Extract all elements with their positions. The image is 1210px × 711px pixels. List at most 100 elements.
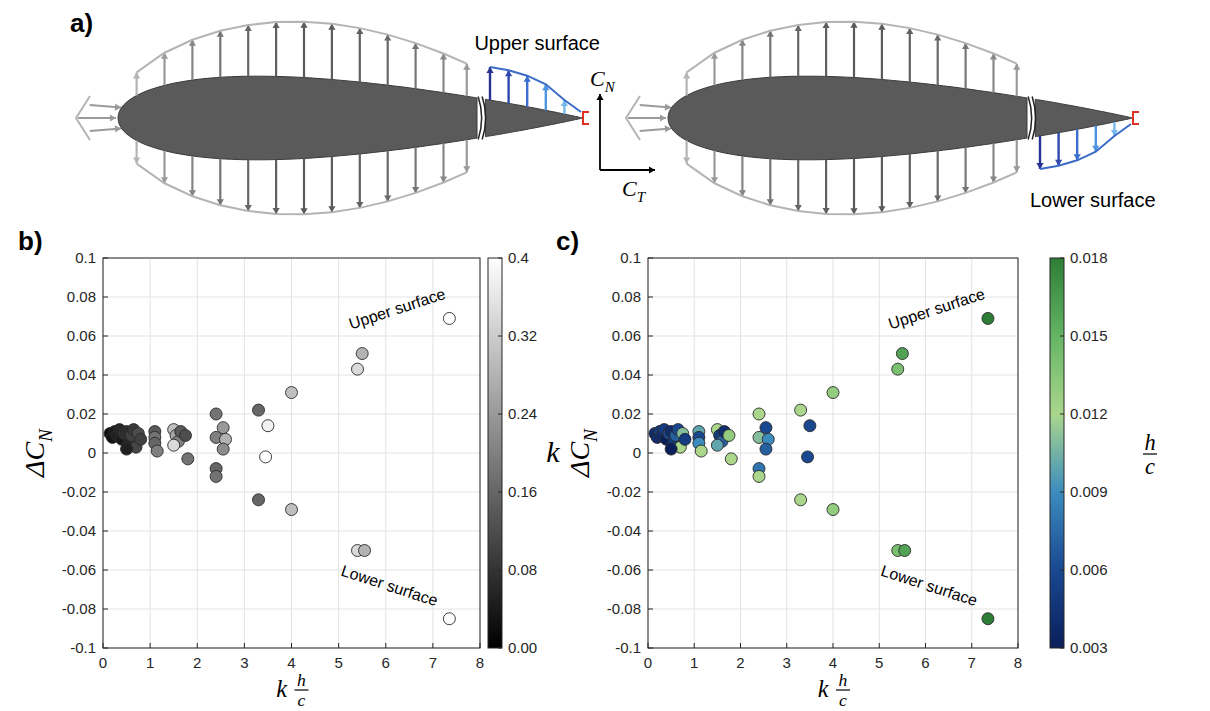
arrow-shaft — [359, 28, 361, 82]
arrow — [245, 25, 252, 76]
arrow — [1036, 136, 1043, 169]
label-text: ΔCN — [19, 428, 56, 478]
arrow-head — [665, 104, 671, 111]
arrow — [356, 28, 363, 82]
arrow — [133, 141, 140, 164]
colorbar-tick-label: 0.00 — [508, 639, 537, 656]
label-factor: k — [818, 675, 830, 702]
point — [151, 445, 163, 457]
label-text: ΔCN — [564, 428, 601, 478]
annotation: Upper surface — [347, 285, 448, 332]
tick-label: -0.02 — [607, 483, 641, 500]
arrow — [90, 104, 121, 111]
arrow — [440, 54, 447, 93]
colorbar — [1050, 258, 1064, 648]
label-numerator: h — [1144, 430, 1155, 455]
arrow — [767, 31, 774, 78]
hinge-line — [478, 97, 482, 140]
arrow-head — [133, 72, 140, 78]
arrow-shaft — [797, 160, 799, 211]
grid-line — [648, 336, 1018, 337]
tick-label: -0.08 — [607, 600, 641, 617]
tick-label: 0.06 — [67, 327, 96, 344]
arrow-head — [660, 114, 666, 121]
arrow — [384, 151, 391, 202]
arrow — [273, 22, 280, 76]
arrow — [273, 160, 280, 214]
colorbar-tick-label: 0.24 — [508, 405, 537, 422]
flap-envelope — [490, 67, 581, 112]
arrow — [596, 94, 603, 170]
colorbar-tick-label: 0.08 — [508, 561, 537, 578]
arrow — [640, 104, 671, 111]
tick-label: 0 — [644, 654, 652, 671]
tick-mark — [103, 570, 108, 571]
point — [827, 504, 839, 516]
tick-mark — [103, 414, 108, 415]
arrow — [990, 54, 997, 93]
arrow — [934, 35, 941, 86]
arrow — [711, 53, 718, 86]
tick-mark — [291, 643, 292, 648]
arrow-shaft — [275, 160, 277, 214]
tick-label: 8 — [476, 654, 484, 671]
tick-mark — [786, 643, 787, 648]
arrow — [356, 154, 363, 208]
arrow-shaft — [964, 43, 966, 89]
colorbar-tick — [1060, 570, 1064, 571]
arrow — [412, 147, 419, 193]
arrow-head — [649, 166, 655, 173]
tick-mark — [833, 643, 834, 648]
tick-label: -0.1 — [70, 639, 96, 656]
arrow — [505, 70, 512, 103]
tick-label: 0.1 — [75, 249, 96, 266]
arrow — [300, 158, 307, 214]
arrow-shaft — [387, 151, 389, 202]
tick-mark — [103, 297, 108, 298]
point — [723, 429, 735, 441]
colorbar-tick-label: 0.4 — [508, 249, 529, 266]
plot-frame — [103, 258, 480, 648]
tick-label: -0.02 — [62, 483, 96, 500]
arrow — [739, 156, 746, 196]
tick-label: 5 — [875, 654, 883, 671]
tick-mark — [648, 297, 653, 298]
arrow — [133, 72, 140, 95]
label-text: CT — [622, 176, 647, 205]
arrow-shaft — [881, 157, 883, 213]
arrow-shaft — [191, 40, 193, 80]
colorbar-tick — [498, 648, 502, 649]
colorbar-tick-label: 0.009 — [1070, 483, 1108, 500]
arrow — [1013, 64, 1020, 97]
tick-label: 7 — [429, 654, 437, 671]
arrow-shaft — [741, 156, 743, 196]
plot-frame — [648, 258, 1018, 648]
point — [753, 408, 765, 420]
arrow — [850, 158, 857, 214]
arrow-shaft — [359, 154, 361, 208]
arrow-shaft — [825, 22, 827, 76]
colorbar-tick — [498, 570, 502, 571]
pressure-envelope — [687, 164, 1017, 215]
tick-label: 3 — [240, 654, 248, 671]
point — [168, 439, 180, 451]
arrow-shaft — [219, 159, 221, 206]
points — [104, 312, 455, 624]
trailing-edge-mark — [1133, 112, 1139, 124]
tick-label: 1 — [146, 654, 154, 671]
point — [121, 443, 133, 455]
tick-mark — [648, 375, 653, 376]
tick-mark — [648, 453, 653, 454]
y-axis-label: ΔCN — [564, 428, 601, 478]
arrow — [463, 64, 470, 97]
arrow-head — [1013, 64, 1020, 70]
colorbar-tick — [1060, 492, 1064, 493]
label-numerator: h — [297, 670, 306, 690]
arrow — [711, 151, 718, 184]
colorbar-tick-label: 0.16 — [508, 483, 537, 500]
colorbar-tick — [498, 258, 502, 259]
grid-line — [648, 375, 1018, 376]
arrow — [90, 125, 121, 132]
airfoil-flap — [485, 99, 583, 136]
plot-area — [648, 258, 1018, 648]
